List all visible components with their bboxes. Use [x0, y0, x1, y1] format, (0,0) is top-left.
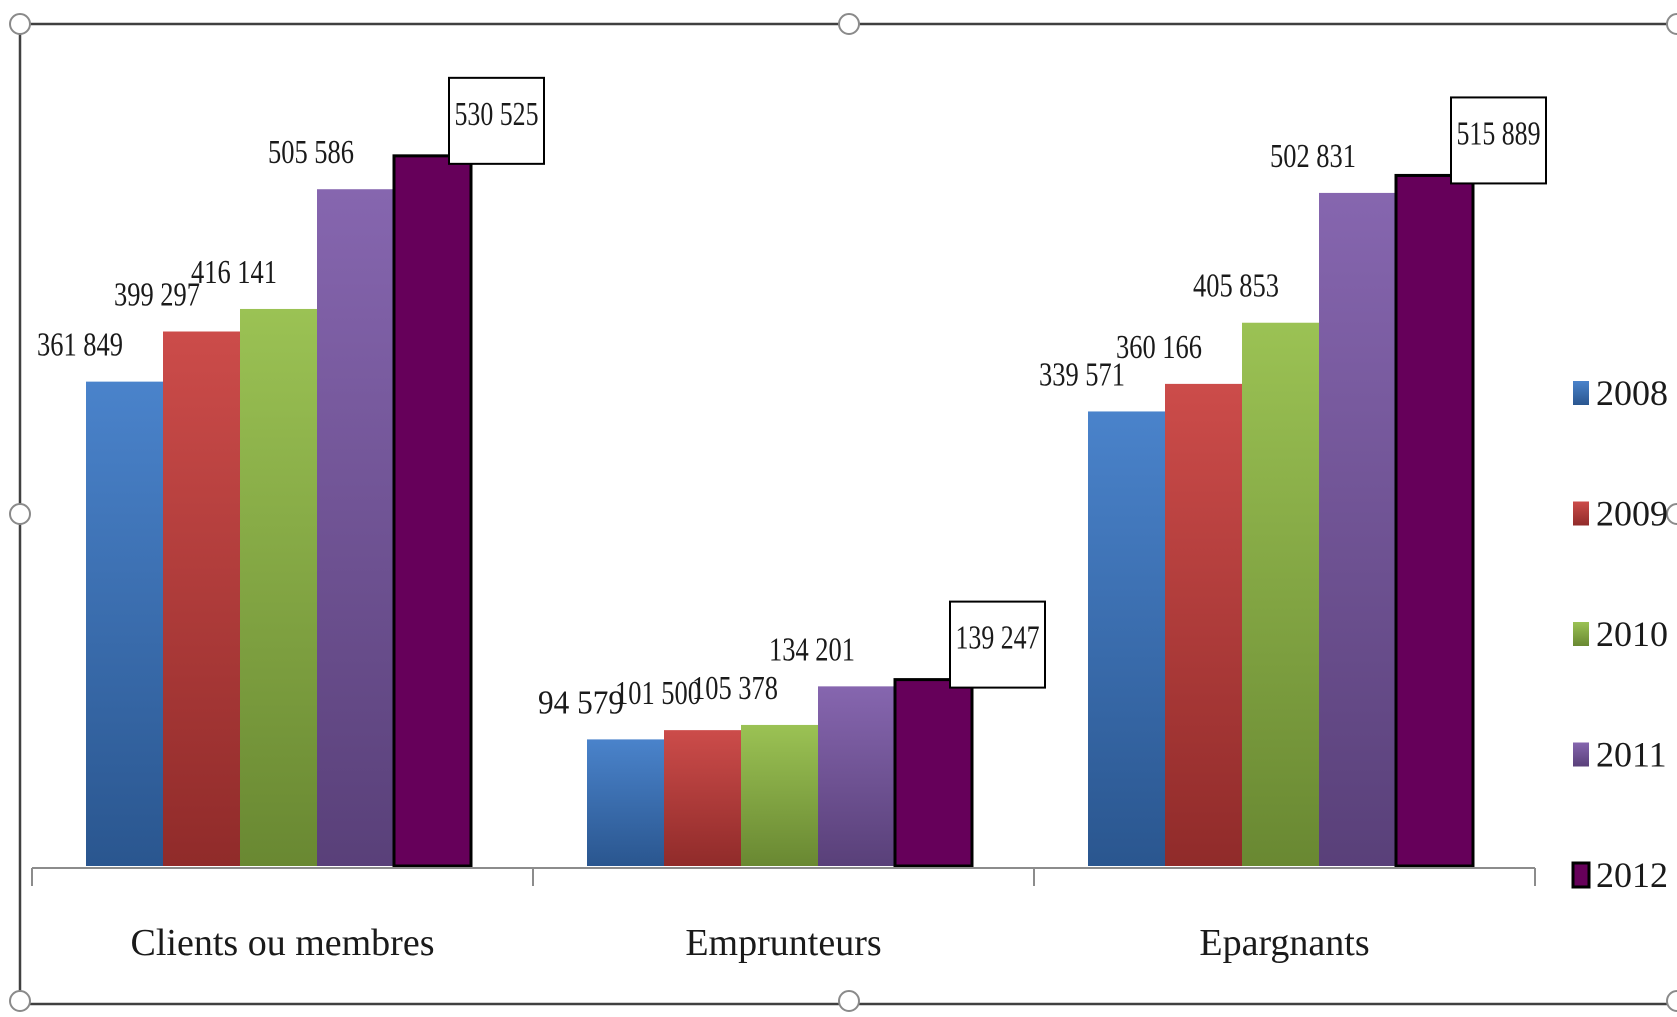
- bar-2012-1[interactable]: [893, 678, 974, 868]
- legend-label-2010: 2010: [1596, 614, 1668, 654]
- data-label-2012-2: 515 889: [1457, 115, 1541, 152]
- bar-2012-0[interactable]: [392, 154, 473, 868]
- data-label-2008-0: 361 849: [37, 327, 123, 364]
- resize-handle[interactable]: [838, 990, 860, 1012]
- legend-swatch-2010: [1573, 622, 1589, 646]
- data-label-2009-1: 101 500: [615, 675, 701, 712]
- selection-handles[interactable]: [9, 13, 1677, 1012]
- category-label-2: Epargnants: [1199, 922, 1369, 964]
- x-axis: Clients ou membres Emprunteurs Epargnants: [31, 867, 1536, 964]
- data-label-2010-1: 105 378: [692, 670, 778, 707]
- bar-2008-2[interactable]: [1088, 411, 1165, 866]
- data-label-2008-2: 339 571: [1039, 356, 1125, 393]
- legend-label-2008: 2008: [1596, 373, 1668, 413]
- legend-label-2009: 2009: [1596, 494, 1668, 534]
- bar-2011-2[interactable]: [1319, 192, 1396, 867]
- legend-swatch-2012: [1571, 861, 1591, 889]
- data-label-2008-1: 94 579: [538, 684, 624, 721]
- resize-handle[interactable]: [9, 503, 31, 525]
- bar-2010-0[interactable]: [240, 308, 317, 867]
- data-label-2012-0: 530 525: [455, 96, 539, 133]
- legend-swatch-2008: [1573, 381, 1589, 405]
- data-label-2011-1: 134 201: [769, 631, 855, 668]
- bar-2012-2[interactable]: [1394, 173, 1475, 868]
- data-label-2009-0: 399 297: [114, 277, 200, 314]
- data-label-2010-2: 405 853: [1193, 268, 1279, 305]
- bar-2008-1[interactable]: [587, 739, 664, 866]
- plot-area: [86, 154, 1475, 868]
- resize-handle[interactable]: [1666, 503, 1677, 525]
- data-label-box-2012-2[interactable]: [1450, 96, 1547, 185]
- bar-2009-1[interactable]: [664, 730, 741, 866]
- data-label-2009-2: 360 166: [1116, 329, 1202, 366]
- data-label-box-2012-1[interactable]: [949, 600, 1046, 689]
- legend-label-2011: 2011: [1596, 735, 1667, 775]
- bar-2011-0[interactable]: [317, 189, 394, 866]
- legend-label-2012: 2012: [1596, 855, 1668, 895]
- resize-handle[interactable]: [1666, 990, 1677, 1012]
- bar-2008-0[interactable]: [86, 381, 163, 866]
- legend: 2008 2009 2010 2011 2012: [1571, 373, 1668, 895]
- category-label-0: Clients ou membres: [131, 922, 435, 964]
- bar-2010-2[interactable]: [1242, 322, 1319, 867]
- bar-2010-1[interactable]: [741, 724, 818, 866]
- bar-2011-1[interactable]: [818, 686, 895, 866]
- bar-2009-2[interactable]: [1165, 383, 1242, 866]
- data-label-2011-0: 505 586: [268, 134, 354, 171]
- category-label-1: Emprunteurs: [685, 922, 881, 964]
- resize-handle[interactable]: [9, 13, 31, 35]
- resize-handle[interactable]: [9, 990, 31, 1012]
- data-label-box-2012-0[interactable]: [448, 76, 545, 165]
- resize-handle[interactable]: [1666, 13, 1677, 35]
- bar-2009-0[interactable]: [163, 331, 240, 866]
- data-label-2010-0: 416 141: [191, 254, 277, 291]
- legend-swatch-2011: [1573, 742, 1589, 767]
- data-label-2011-2: 502 831: [1270, 138, 1356, 175]
- legend-swatch-2009: [1573, 501, 1589, 526]
- resize-handle[interactable]: [838, 13, 860, 35]
- data-label-2012-1: 139 247: [956, 620, 1040, 657]
